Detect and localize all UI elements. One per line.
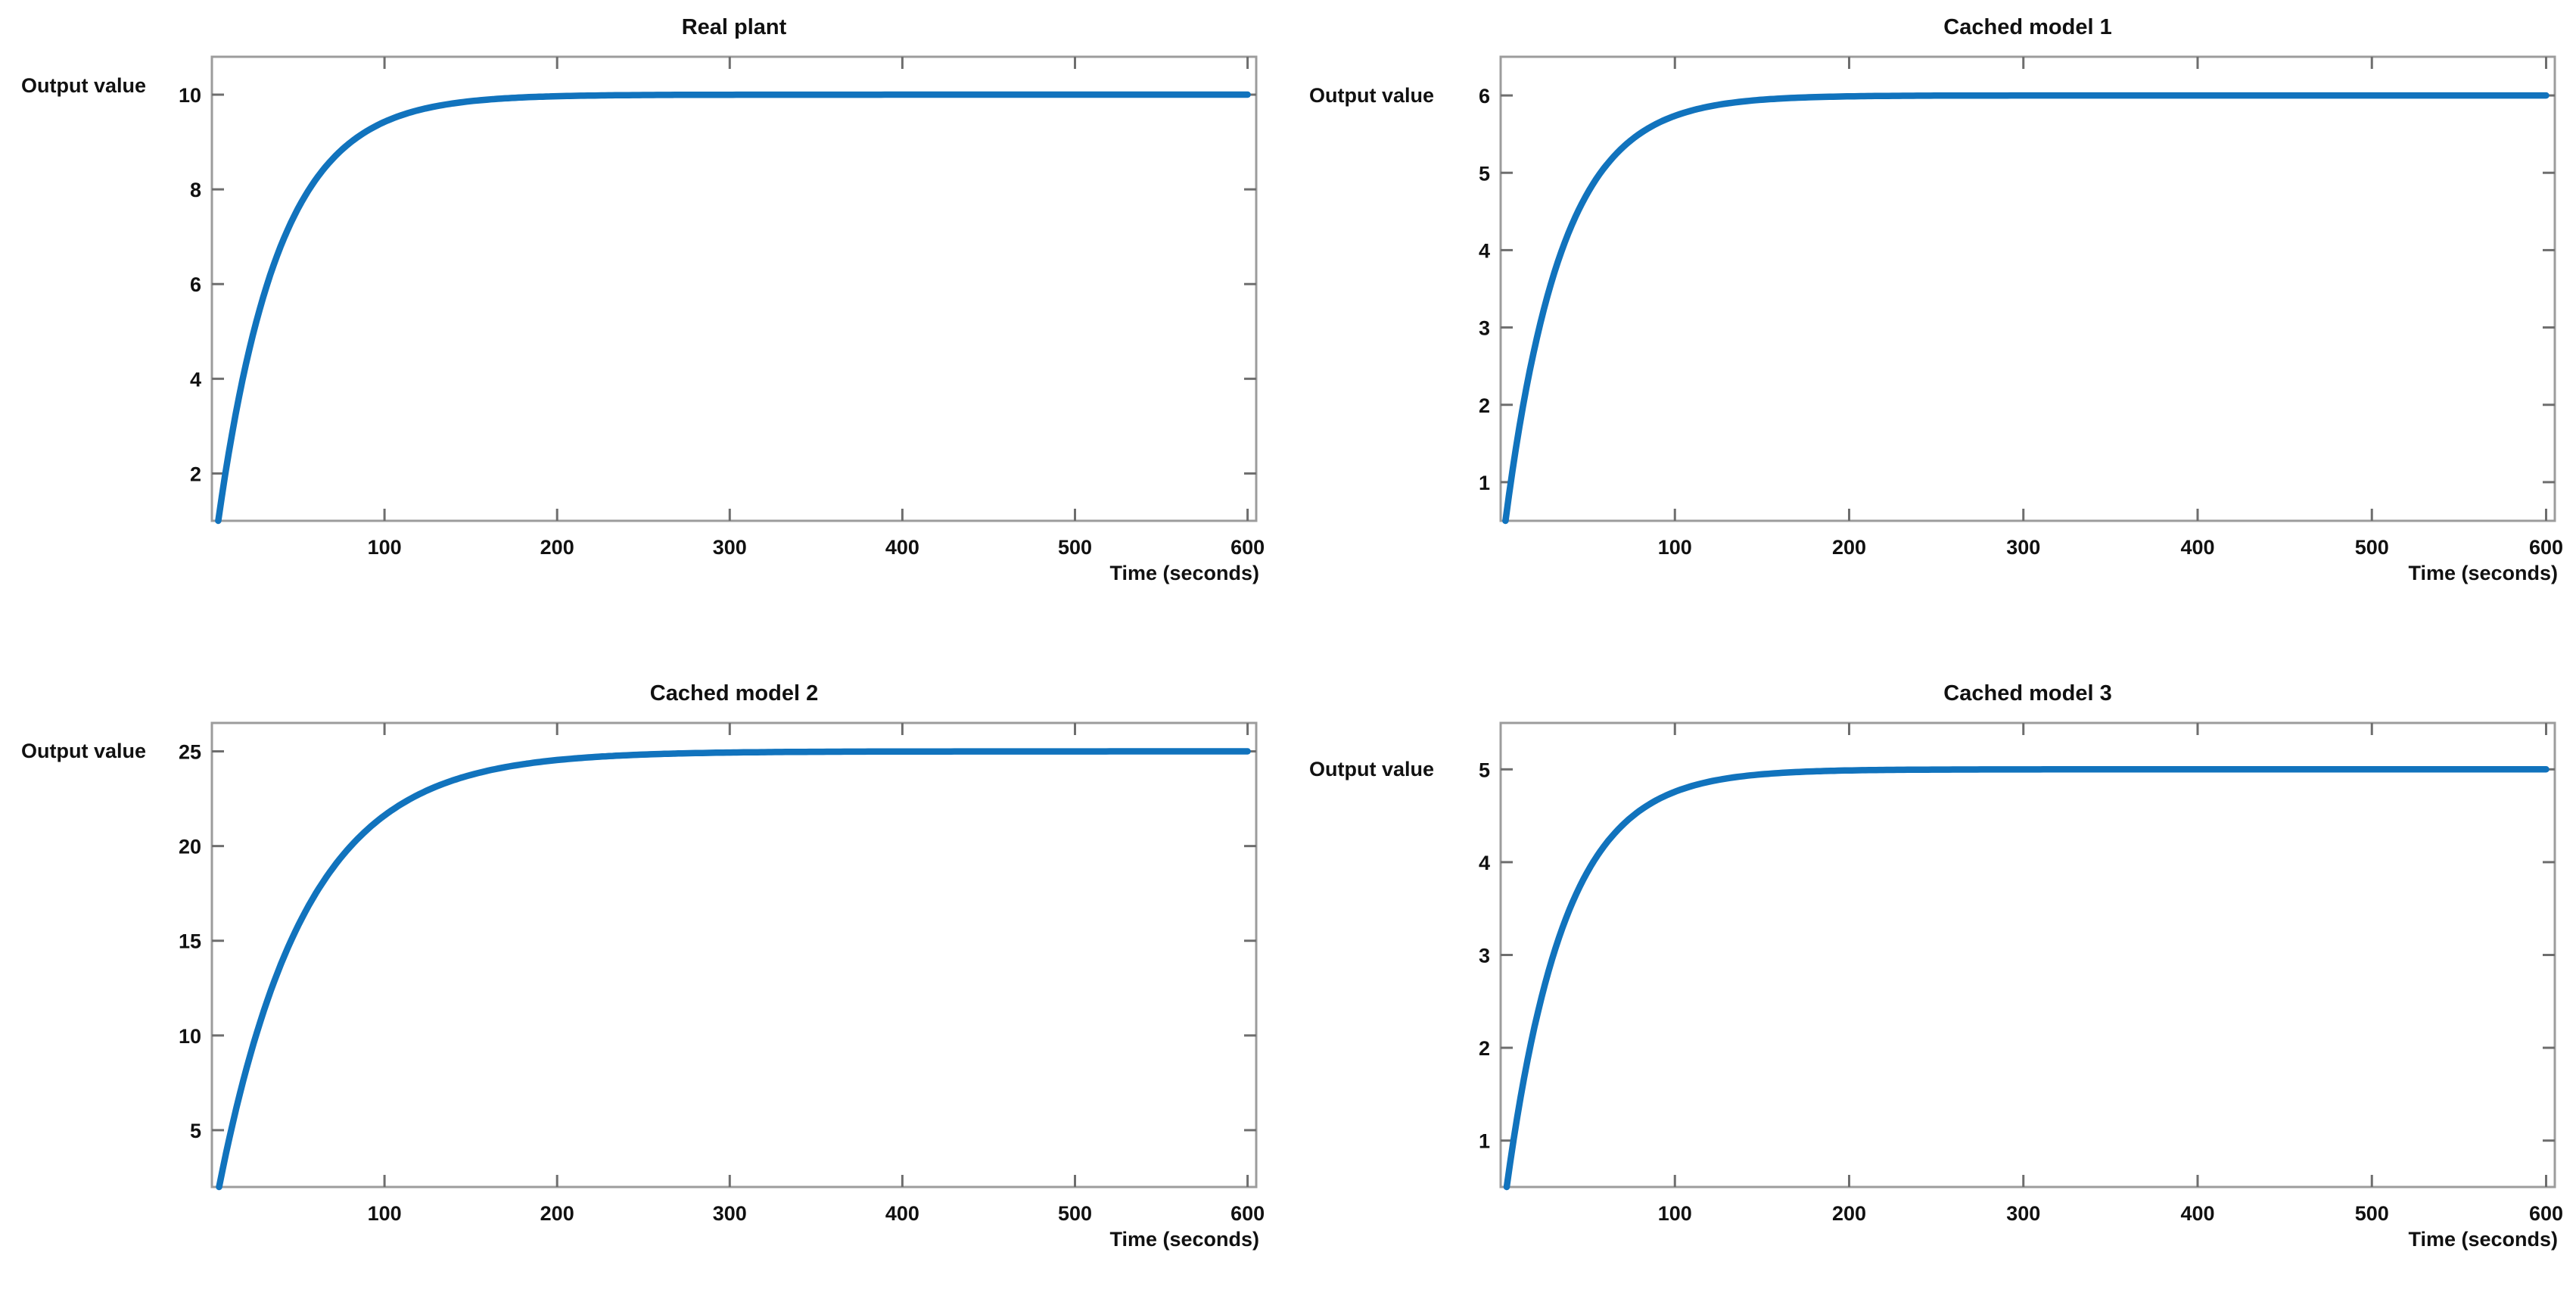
x-axis-label: Time (seconds) [1109, 562, 1259, 584]
svg-text:400: 400 [885, 1202, 919, 1225]
svg-text:300: 300 [713, 1202, 747, 1225]
svg-text:400: 400 [2180, 536, 2214, 559]
x-axis-label: Time (seconds) [2408, 1228, 2558, 1251]
svg-text:400: 400 [2180, 1202, 2214, 1225]
svg-text:1: 1 [1479, 1130, 1490, 1153]
svg-text:2: 2 [1479, 394, 1490, 417]
svg-text:200: 200 [540, 536, 574, 559]
svg-text:15: 15 [179, 930, 201, 953]
svg-text:2: 2 [190, 463, 201, 485]
subplot-cached-model-2: Cached model 2 Output value 100 200 300 400… [0, 666, 1288, 1296]
svg-text:5: 5 [1479, 162, 1490, 185]
svg-text:200: 200 [1832, 1202, 1866, 1225]
svg-text:6: 6 [190, 273, 201, 296]
svg-text:100: 100 [368, 1202, 402, 1225]
y-axis-label: Output value [1309, 758, 1435, 780]
svg-text:5: 5 [190, 1120, 201, 1142]
x-axis-label: Time (seconds) [2408, 562, 2558, 584]
svg-text:300: 300 [2006, 1202, 2040, 1225]
svg-text:600: 600 [1230, 536, 1265, 559]
subplot-real-plant: Real plant Output value 100 200 300 400 500 6… [0, 0, 1288, 648]
plot-title: Cached model 3 [1943, 681, 2112, 706]
svg-text:100: 100 [1658, 1202, 1692, 1225]
svg-text:6: 6 [1479, 85, 1490, 107]
x-axis-label: Time (seconds) [1109, 1228, 1259, 1251]
svg-text:4: 4 [1479, 239, 1490, 262]
svg-text:600: 600 [2529, 1202, 2563, 1225]
svg-text:100: 100 [368, 536, 402, 559]
svg-text:300: 300 [713, 536, 747, 559]
svg-text:3: 3 [1479, 317, 1490, 340]
plot-area: 100 200 300 400 500 600 1 2 3 4 5 6 [1479, 55, 2563, 559]
svg-text:10: 10 [179, 1025, 201, 1048]
svg-text:4: 4 [1479, 852, 1490, 874]
svg-text:1: 1 [1479, 472, 1490, 494]
svg-text:100: 100 [1658, 536, 1692, 559]
svg-text:500: 500 [1058, 536, 1092, 559]
svg-text:400: 400 [885, 536, 919, 559]
svg-text:8: 8 [190, 179, 201, 201]
svg-text:10: 10 [179, 84, 201, 107]
plot-area: 100 200 300 400 500 600 1 2 3 4 5 [1479, 721, 2563, 1225]
svg-text:600: 600 [2529, 536, 2563, 559]
svg-text:25: 25 [179, 741, 201, 764]
plot-title: Real plant [681, 15, 787, 39]
svg-text:5: 5 [1479, 759, 1490, 781]
y-axis-label: Output value [21, 740, 147, 762]
plot-title: Cached model 2 [649, 681, 819, 706]
svg-text:3: 3 [1479, 945, 1490, 967]
svg-text:300: 300 [2006, 536, 2040, 559]
svg-text:500: 500 [2355, 536, 2389, 559]
svg-text:200: 200 [540, 1202, 574, 1225]
svg-text:4: 4 [190, 368, 201, 391]
svg-text:500: 500 [1058, 1202, 1092, 1225]
plot-area: 100 200 300 400 500 600 5 10 15 20 25 [179, 721, 1265, 1225]
svg-text:2: 2 [1479, 1037, 1490, 1060]
subplot-cached-model-1: Cached model 1 Output value 100 200 300 400… [1288, 0, 2576, 648]
svg-text:600: 600 [1230, 1202, 1265, 1225]
svg-text:20: 20 [179, 836, 201, 858]
svg-text:200: 200 [1832, 536, 1866, 559]
plot-area: 100 200 300 400 500 600 2 4 6 8 10 [179, 55, 1265, 559]
y-axis-label: Output value [1309, 84, 1435, 107]
subplot-cached-model-3: Cached model 3 Output value 100 200 300 400… [1288, 666, 2576, 1296]
svg-text:500: 500 [2355, 1202, 2389, 1225]
plot-title: Cached model 1 [1943, 15, 2112, 39]
y-axis-label: Output value [21, 74, 147, 97]
